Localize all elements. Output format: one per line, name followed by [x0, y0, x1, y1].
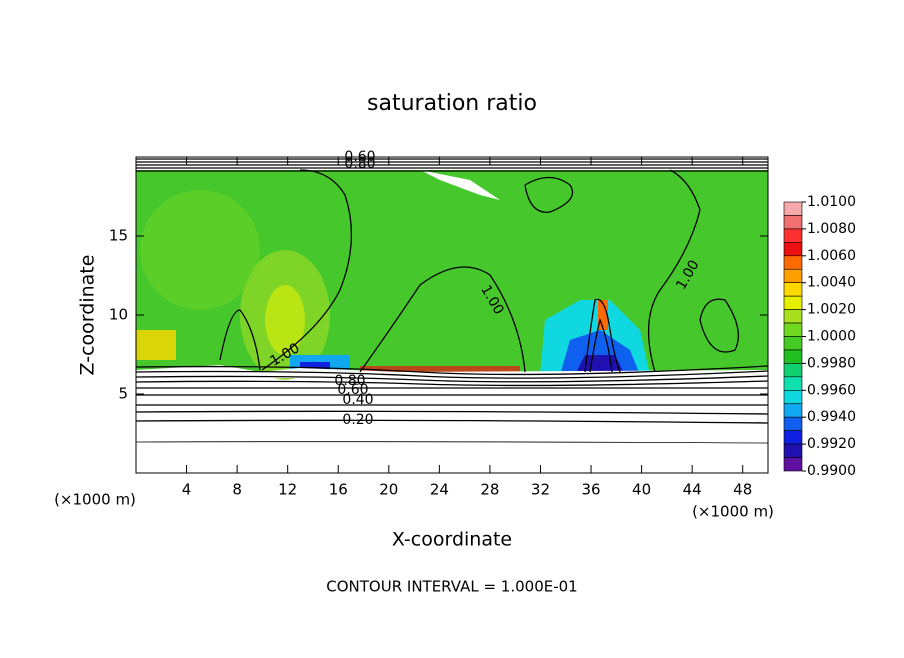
colorbar-box — [783, 443, 803, 458]
colorbar-box — [783, 349, 803, 364]
y-tick-label: 10 — [109, 306, 128, 324]
x-tick-label: 16 — [329, 481, 348, 499]
x-tick-label: 32 — [531, 481, 550, 499]
colorbar-tick-label: 0.9980 — [807, 355, 856, 371]
field-top — [136, 157, 768, 170]
colorbar-box — [783, 430, 803, 445]
contour-label: 0.60 — [337, 382, 368, 398]
colorbar-box — [783, 322, 803, 337]
field-patch — [575, 355, 625, 375]
field-patch — [136, 330, 176, 360]
colorbar-box — [783, 309, 803, 324]
field-patch — [265, 285, 305, 355]
colorbar-box — [783, 363, 803, 378]
colorbar-tick-label: 1.0080 — [807, 221, 856, 237]
field-patch — [140, 190, 260, 310]
field-patch — [598, 300, 608, 330]
colorbar-box — [783, 228, 803, 243]
colorbar-tick-label: 1.0020 — [807, 302, 856, 318]
y-tick-label: 15 — [109, 227, 128, 245]
colorbar-box — [783, 255, 803, 270]
colorbar-box — [783, 376, 803, 391]
x-tick-label: 8 — [232, 481, 242, 499]
x-tick-label: 12 — [278, 481, 297, 499]
colorbar-box — [783, 403, 803, 418]
x-tick-label: 20 — [379, 481, 398, 499]
colorbar-box — [783, 389, 803, 405]
colorbar-box — [783, 295, 803, 310]
colorbar-tick-label: 0.9960 — [807, 382, 856, 398]
footnote: CONTOUR INTERVAL = 1.000E-01 — [326, 578, 577, 596]
colorbar-box — [783, 201, 803, 216]
colorbar-tick-label: 1.0000 — [807, 329, 856, 345]
field-patch — [560, 330, 640, 375]
x-tick-label: 40 — [632, 481, 651, 499]
colorbar-box — [783, 416, 803, 431]
colorbar-tick-label: 0.9940 — [807, 409, 856, 425]
x-tick-label: 36 — [581, 481, 600, 499]
colorbar-tick-label: 0.9900 — [807, 463, 856, 479]
colorbar-tick-label: 1.0040 — [807, 275, 856, 291]
colorbar-box — [783, 242, 803, 257]
field-patch — [420, 170, 500, 200]
y-scale-label: (×1000 m) — [54, 491, 136, 509]
field — [135, 157, 769, 444]
colorbar-box — [783, 336, 803, 351]
field-ground — [136, 365, 768, 378]
colorbar-box — [783, 215, 803, 230]
x-tick-label: 4 — [182, 481, 192, 499]
contour-label: 0.40 — [342, 392, 373, 408]
colorbar-tick-label: 1.0100 — [807, 194, 856, 210]
colorbar-tick-label: 1.0060 — [807, 248, 856, 264]
contour-label: 0.80 — [344, 156, 375, 172]
contour-label: 0.60 — [344, 149, 375, 165]
x-tick-label: 44 — [683, 481, 702, 499]
colorbar-tick-label: 0.9920 — [807, 436, 856, 452]
colorbar-box — [783, 457, 803, 472]
x-scale-label: (×1000 m) — [692, 503, 774, 521]
contour-label: 0.80 — [334, 373, 365, 389]
x-tick-label: 48 — [733, 481, 752, 499]
y-axis-label: Z-coordinate — [77, 255, 99, 376]
colorbar-box — [783, 282, 803, 297]
x-tick-label: 28 — [480, 481, 499, 499]
x-tick-label: 24 — [430, 481, 449, 499]
y-tick-label: 5 — [118, 385, 128, 403]
contours — [135, 158, 769, 444]
x-axis-label: X-coordinate — [392, 529, 512, 551]
chart-title: saturation ratio — [367, 91, 537, 116]
colorbar-box — [783, 268, 803, 283]
field-patch — [360, 366, 520, 374]
contour-label: 0.20 — [342, 412, 373, 428]
